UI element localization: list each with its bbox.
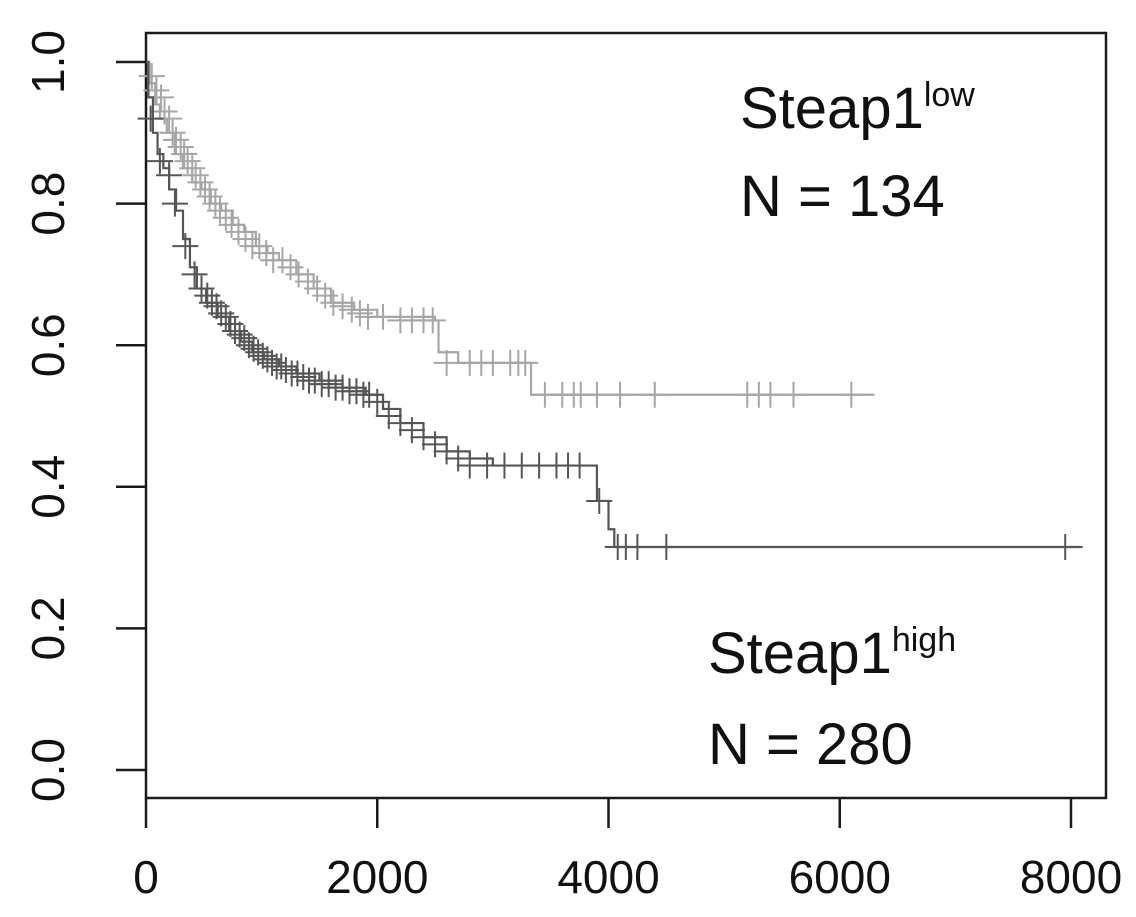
y-tick-label: 0.8: [22, 172, 74, 236]
annotation-low-count: N = 134: [740, 164, 945, 229]
x-tick-label: 6000: [789, 851, 891, 903]
y-tick-label: 0.0: [22, 738, 74, 802]
annotation-high-title: Steap1high: [708, 621, 956, 686]
annotation-high-count: N = 280: [708, 712, 913, 777]
y-axis: 0.0 0.2 0.4 0.6 0.8 1.0: [22, 30, 146, 802]
annotation-low-title: Steap1low: [740, 76, 975, 141]
survival-curve-2: [146, 62, 1083, 547]
x-tick-label: 8000: [1020, 851, 1122, 903]
annotation-high-superscript: high: [892, 621, 956, 659]
x-tick-label: 2000: [326, 851, 428, 903]
x-tick-label: 4000: [557, 851, 659, 903]
y-tick-label: 0.4: [22, 455, 74, 519]
x-axis: 0 2000 4000 6000 8000: [133, 798, 1122, 903]
annotation-low-superscript: low: [924, 76, 975, 114]
y-tick-label: 0.6: [22, 313, 74, 377]
y-tick-label: 1.0: [22, 30, 74, 94]
x-tick-label: 0: [133, 851, 159, 903]
plot-frame: [146, 33, 1106, 798]
y-tick-label: 0.2: [22, 596, 74, 660]
survival-curves: [138, 62, 1083, 560]
